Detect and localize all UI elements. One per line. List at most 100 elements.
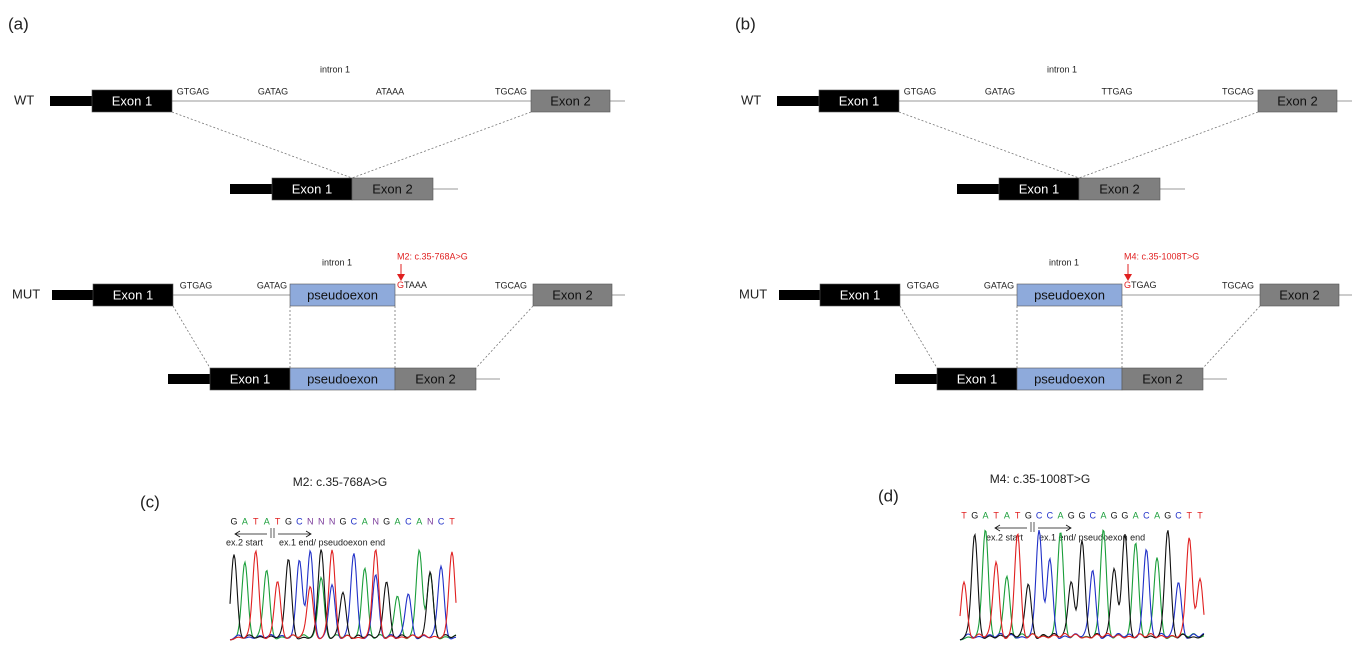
- base: G: [1068, 510, 1075, 520]
- splice-site: GATAG: [985, 86, 1015, 96]
- base: G: [339, 516, 346, 526]
- base: T: [275, 516, 281, 526]
- splice-site: TGCAG: [1222, 86, 1254, 96]
- exon-2-label: Exon 2: [1142, 371, 1182, 386]
- right-arrow: [1038, 525, 1071, 531]
- mutation-label: M4: c.35-1008T>G: [1124, 251, 1199, 261]
- base: G: [1164, 510, 1171, 520]
- utr: [52, 290, 93, 300]
- chromatogram-title: M4: c.35-1008T>G: [990, 472, 1090, 486]
- splice-site: GATAG: [258, 86, 288, 96]
- splice-site: GATAG: [257, 280, 287, 290]
- site-rest: TAAA: [404, 280, 427, 290]
- base: G: [971, 510, 978, 520]
- right-arrow: [278, 531, 311, 537]
- splice-line: [899, 112, 1079, 178]
- exon-2-label: Exon 2: [550, 93, 590, 108]
- exon-2-label: Exon 2: [372, 181, 412, 196]
- base: C: [1047, 510, 1054, 520]
- splice-site: ATAAA: [376, 86, 404, 96]
- exon-2-label: Exon 2: [415, 371, 455, 386]
- base: G: [1111, 510, 1118, 520]
- base: C: [296, 516, 303, 526]
- figure: (a)WTExon 1Exon 2intron 1GTGAGGATAGATAAA…: [0, 0, 1355, 645]
- intron-label: intron 1: [320, 64, 350, 74]
- exon-1-label: Exon 1: [957, 371, 997, 386]
- left-arrow: [235, 531, 267, 537]
- base: N: [307, 516, 314, 526]
- row-label: MUT: [12, 286, 40, 301]
- trace: [230, 550, 456, 640]
- trace: [960, 530, 1204, 640]
- base: A: [1133, 510, 1139, 520]
- intron-label: intron 1: [322, 257, 352, 267]
- utr: [777, 96, 819, 106]
- splice-site: TGCAG: [495, 280, 527, 290]
- base: T: [1187, 510, 1193, 520]
- utr: [230, 184, 272, 194]
- splice-line: [1079, 112, 1258, 178]
- base: A: [1004, 510, 1010, 520]
- base: T: [1197, 510, 1203, 520]
- utr: [779, 290, 820, 300]
- base: A: [1058, 510, 1064, 520]
- left-arrow: [995, 525, 1027, 531]
- annotation: ex.1 end/ pseudoexon end: [279, 537, 385, 547]
- exon-2-label: Exon 2: [1279, 287, 1319, 302]
- base: T: [253, 516, 259, 526]
- panel-label: (a): [8, 14, 29, 33]
- exon-1-label: Exon 1: [1019, 181, 1059, 196]
- panel-label: (c): [140, 492, 160, 511]
- splice-line: [900, 306, 937, 368]
- splice-line: [173, 306, 210, 368]
- splice-site: TGCAG: [495, 86, 527, 96]
- base: G: [230, 516, 237, 526]
- intron-label: intron 1: [1049, 257, 1079, 267]
- splice-line: [1203, 306, 1260, 368]
- base: T: [993, 510, 999, 520]
- base: T: [1015, 510, 1021, 520]
- base: A: [416, 516, 422, 526]
- splice-site: GTGAG: [177, 86, 210, 96]
- base: C: [351, 516, 358, 526]
- splice-site: GTGAG: [907, 280, 940, 290]
- pseudoexon-label: pseudoexon: [307, 287, 378, 302]
- splice-line: [352, 112, 531, 178]
- base: A: [1100, 510, 1106, 520]
- base: C: [438, 516, 445, 526]
- pseudoexon-label: pseudoexon: [307, 371, 378, 386]
- exon-1-label: Exon 1: [839, 93, 879, 108]
- base: G: [1121, 510, 1128, 520]
- exon-2-label: Exon 2: [1099, 181, 1139, 196]
- base: A: [982, 510, 988, 520]
- site-rest: TGAG: [1131, 280, 1157, 290]
- base: A: [264, 516, 270, 526]
- row-label: WT: [14, 92, 34, 107]
- base: C: [1036, 510, 1043, 520]
- exon-1-label: Exon 1: [840, 287, 880, 302]
- base: T: [449, 516, 455, 526]
- splice-site: TGCAG: [1222, 280, 1254, 290]
- trace: [960, 530, 1204, 640]
- chromatogram-title: M2: c.35-768A>G: [293, 475, 387, 489]
- utr: [168, 374, 210, 384]
- pseudoexon-label: pseudoexon: [1034, 371, 1105, 386]
- utr: [957, 184, 999, 194]
- base: G: [1025, 510, 1032, 520]
- trace: [960, 530, 1204, 640]
- utr: [50, 96, 92, 106]
- row-label: MUT: [739, 286, 767, 301]
- panel-label: (b): [735, 14, 756, 33]
- base: N: [372, 516, 379, 526]
- trace: [960, 534, 1204, 638]
- utr: [895, 374, 937, 384]
- base: C: [1089, 510, 1096, 520]
- base: C: [1143, 510, 1150, 520]
- exon-1-label: Exon 1: [113, 287, 153, 302]
- exon-2-label: Exon 2: [1277, 93, 1317, 108]
- mutated-base: G: [397, 280, 404, 290]
- base: G: [285, 516, 292, 526]
- base: N: [318, 516, 325, 526]
- splice-site: GTGAG: [904, 86, 937, 96]
- base: A: [1154, 510, 1160, 520]
